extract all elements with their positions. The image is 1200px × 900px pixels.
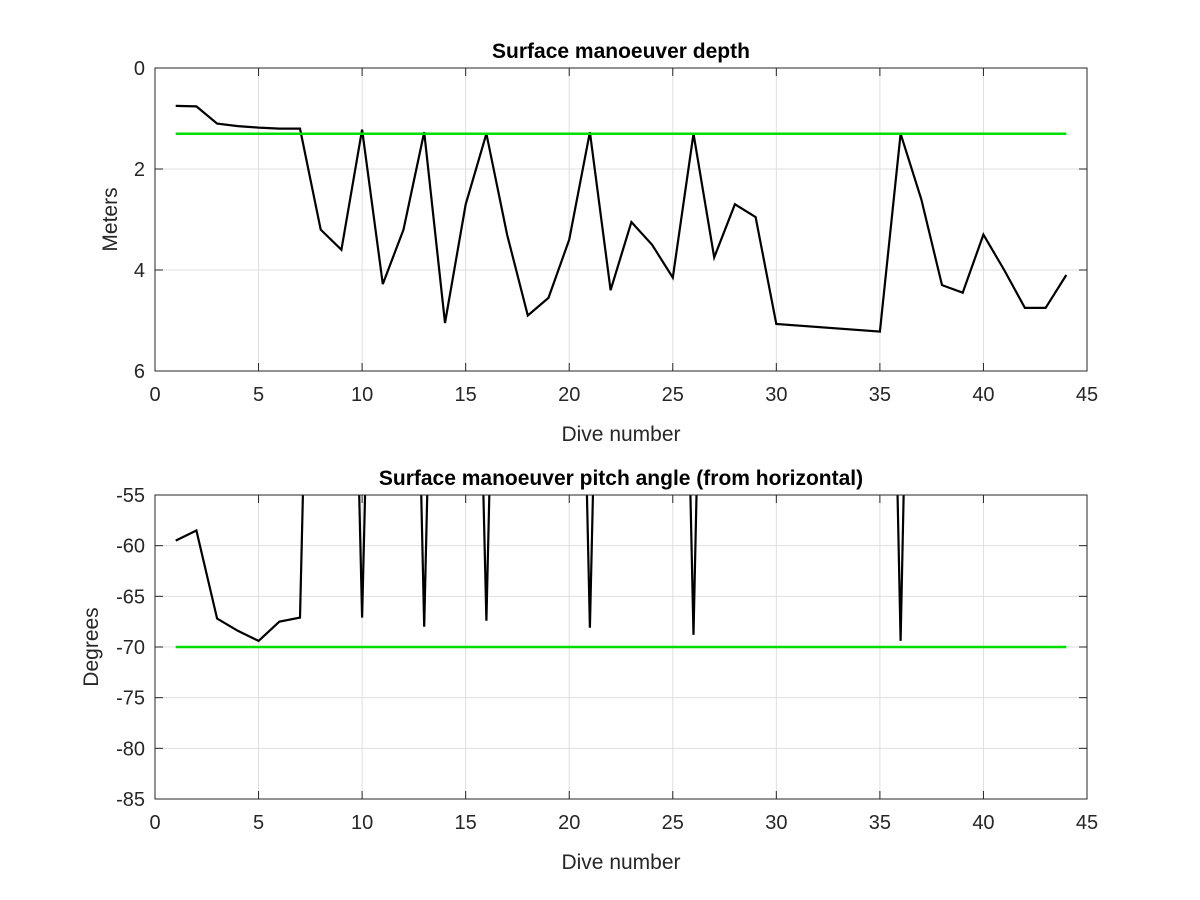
plot-area bbox=[155, 68, 1087, 371]
x-tick-label: 35 bbox=[869, 384, 891, 406]
x-tick-label: 25 bbox=[662, 812, 684, 834]
x-tick-label: 45 bbox=[1076, 384, 1098, 406]
x-tick-label: 20 bbox=[558, 812, 580, 834]
y-axis-label: Meters bbox=[99, 187, 122, 251]
series-line-data bbox=[175, 104, 1068, 333]
y-tick-label: 2 bbox=[134, 159, 145, 181]
x-tick-label: 35 bbox=[869, 812, 891, 834]
x-tick-label: 45 bbox=[1076, 812, 1098, 834]
series-group bbox=[175, 495, 1067, 649]
chart-1: 0 5 10 15 20 25 30 35 40 45 0 2 4 6 Surface manoeuver … bbox=[99, 40, 1098, 446]
x-tick-label: 30 bbox=[765, 812, 787, 834]
x-tick-label: 5 bbox=[253, 812, 264, 834]
y-tick-label: -80 bbox=[116, 738, 145, 760]
y-tick-label: 0 bbox=[134, 58, 145, 80]
series-line-data bbox=[175, 495, 905, 643]
x-tick-label: 40 bbox=[972, 384, 994, 406]
x-tick-label: 15 bbox=[455, 384, 477, 406]
chart-title: Surface manoeuver pitch angle (from hori… bbox=[379, 467, 863, 490]
y-tick-label: -65 bbox=[116, 586, 145, 608]
x-tick-label: 20 bbox=[558, 384, 580, 406]
axes-frame bbox=[154, 67, 1088, 372]
y-tick-label: -55 bbox=[116, 485, 145, 507]
y-tick-label: 4 bbox=[134, 260, 145, 282]
chart-title: Surface manoeuver depth bbox=[492, 40, 750, 63]
x-axis-label: Dive number bbox=[561, 851, 680, 874]
x-tick-label: 0 bbox=[149, 384, 160, 406]
y-tick-label: -70 bbox=[116, 637, 145, 659]
x-tick-label: 5 bbox=[253, 384, 264, 406]
x-tick-label: 25 bbox=[662, 384, 684, 406]
x-tick-label: 0 bbox=[149, 812, 160, 834]
chart-2: 0 5 10 15 20 25 30 35 40 45 -55 -60 -65 -70 -75 -80 -85 S… bbox=[80, 467, 1098, 874]
y-axis-label: Degrees bbox=[80, 607, 103, 686]
y-tick-label: -60 bbox=[116, 536, 145, 558]
x-tick-label: 10 bbox=[351, 812, 373, 834]
x-tick-label: 30 bbox=[765, 384, 787, 406]
x-tick-label: 10 bbox=[351, 384, 373, 406]
y-tick-label: -85 bbox=[116, 789, 145, 811]
x-tick-label: 40 bbox=[972, 812, 994, 834]
x-axis-label: Dive number bbox=[561, 423, 680, 446]
series-group bbox=[175, 104, 1068, 333]
y-tick-label: 6 bbox=[134, 361, 145, 383]
x-tick-label: 15 bbox=[455, 812, 477, 834]
y-tick-label: -75 bbox=[116, 688, 145, 710]
